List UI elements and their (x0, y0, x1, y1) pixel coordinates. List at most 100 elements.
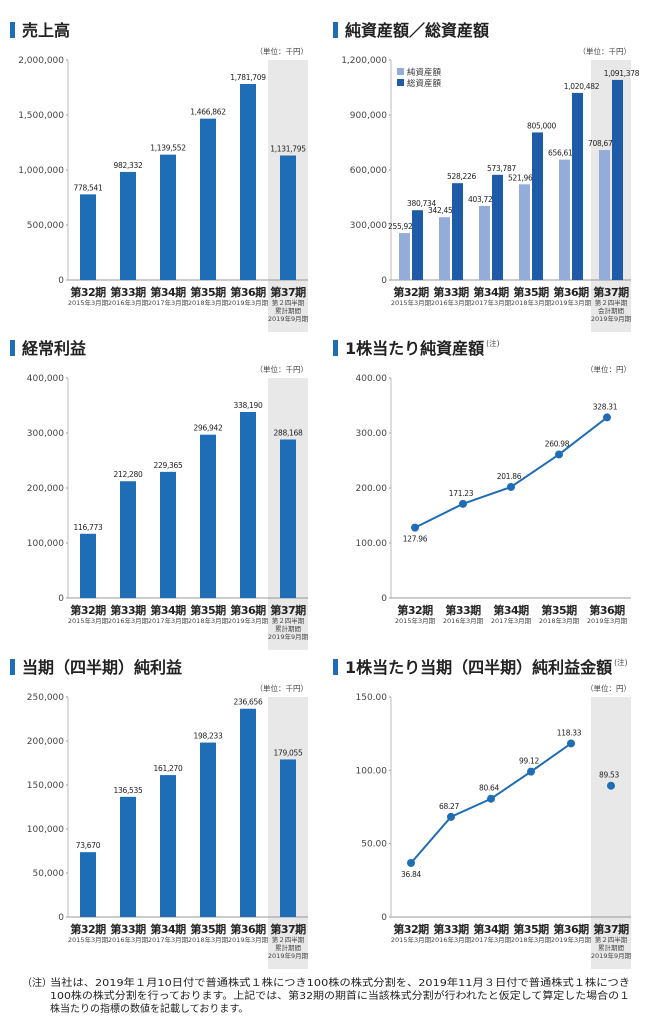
value-label: 342,456 (428, 206, 457, 215)
y-tick-label: 150.00 (356, 693, 388, 703)
value-label: 1,131,795 (270, 145, 306, 154)
x-tick-label: 第32期 (70, 922, 106, 936)
x-tick-note: 2018年3月期 (539, 616, 580, 625)
footnote-line: 100株の株式分割を行っております。上記では、第32期の期首に当該株式分割が行わ… (50, 989, 630, 1002)
value-label: 73,670 (76, 841, 101, 850)
x-tick-note: 第２四半期 (595, 935, 628, 944)
line (410, 742, 572, 864)
x-tick-label: 第37期 (270, 285, 306, 299)
value-label: 296,942 (194, 424, 223, 433)
point (607, 781, 615, 790)
x-tick-note: 2019年9月期 (591, 951, 632, 960)
value-label: 656,617 (548, 149, 577, 158)
chart-title: 1株当たり当期（四半期）純利益金額 (345, 658, 612, 677)
point (603, 413, 611, 422)
bar (120, 481, 136, 598)
x-tick-note: 2019年9月期 (268, 951, 309, 960)
x-tick-note: 2019年3月期 (228, 298, 269, 307)
x-tick-note: 2017年3月期 (148, 298, 189, 307)
x-tick-note: 2015年3月期 (68, 298, 109, 307)
title-note: (注) (486, 338, 499, 348)
x-tick-note: 2019年3月期 (551, 298, 592, 307)
shaded-band (591, 60, 631, 332)
value-label: 1,020,482 (564, 82, 600, 91)
x-tick-label: 第34期 (493, 603, 529, 617)
x-tick-note: 2016年3月期 (108, 298, 149, 307)
value-label: 89.53 (599, 771, 619, 780)
bar (80, 194, 96, 280)
footnote-line: 株当たりの指標の数値を記載しております。 (50, 1002, 248, 1015)
x-tick-note: 2019年3月期 (228, 935, 269, 944)
x-tick-label: 第37期 (593, 922, 629, 936)
unit-label: （単位：円） (586, 364, 631, 374)
x-tick-note: 2019年3月期 (587, 616, 628, 625)
y-tick-label: 600,000 (350, 166, 387, 176)
x-tick-note: 2016年3月期 (431, 935, 472, 944)
bar (612, 79, 623, 280)
x-tick-label: 第33期 (433, 922, 469, 936)
x-tick-label: 第36期 (230, 922, 266, 936)
bar (120, 796, 136, 917)
value-label: 198,233 (194, 732, 223, 741)
x-tick-note: 第２四半期 (272, 298, 305, 307)
title-marker (10, 659, 15, 675)
x-tick-note: 第２四半期 (272, 935, 305, 944)
x-tick-note: 2019年9月期 (268, 632, 309, 641)
bar (399, 233, 410, 280)
x-tick-label: 第36期 (553, 285, 589, 299)
y-tick-label: 100.00 (356, 539, 388, 549)
x-tick-label: 第33期 (110, 922, 146, 936)
value-label: 118.33 (557, 728, 582, 737)
x-tick-note: 2016年3月期 (108, 616, 149, 625)
y-tick-label: 0 (58, 594, 64, 604)
legend-label: 純資産額 (407, 67, 442, 78)
x-tick-label: 第33期 (110, 285, 146, 299)
unit-label: （単位：千円） (256, 364, 309, 374)
bar (599, 150, 610, 280)
x-tick-label: 第36期 (230, 285, 266, 299)
bar (240, 84, 256, 280)
x-tick-note: 2018年3月期 (188, 616, 229, 625)
x-tick-label: 第35期 (513, 922, 549, 936)
chart-title: 1株当たり純資産額 (345, 339, 484, 358)
y-tick-label: 0 (381, 913, 387, 923)
x-tick-note: 2016年3月期 (108, 935, 149, 944)
bar (200, 118, 216, 281)
y-tick-label: 100,000 (27, 825, 64, 835)
value-label: 380,734 (407, 199, 436, 208)
footnote-label: （注） (22, 976, 52, 989)
y-tick-label: 0 (381, 594, 387, 604)
bar (519, 184, 530, 280)
chart-title: 経常利益 (22, 339, 86, 358)
y-tick-label: 400,000 (27, 374, 64, 384)
x-tick-label: 第35期 (190, 603, 226, 617)
point (487, 794, 495, 803)
bar (80, 852, 96, 917)
unit-label: （単位：千円） (256, 683, 309, 693)
value-label: 778,541 (74, 183, 103, 192)
bar (280, 439, 296, 598)
value-label: 229,365 (154, 461, 183, 470)
x-tick-note: 2015年3月期 (391, 298, 432, 307)
y-tick-label: 400.00 (356, 374, 388, 384)
y-tick-label: 0 (58, 913, 64, 923)
point (527, 767, 535, 776)
point (555, 450, 563, 459)
x-tick-label: 第32期 (397, 603, 433, 617)
bar (532, 132, 543, 280)
bar (80, 533, 96, 598)
y-tick-label: 2,000,000 (18, 56, 64, 66)
value-label: 982,332 (114, 161, 143, 170)
value-label: 136,535 (114, 786, 143, 795)
unit-label: （単位：円） (586, 683, 631, 693)
title-marker (333, 659, 338, 675)
x-tick-note: 2016年3月期 (443, 616, 484, 625)
x-tick-note: 累計期間 (275, 624, 301, 633)
x-tick-note: 2018年3月期 (511, 935, 552, 944)
x-tick-label: 第34期 (150, 922, 186, 936)
legend-swatch (397, 79, 404, 86)
x-tick-label: 第37期 (593, 285, 629, 299)
y-tick-label: 50.00 (361, 840, 387, 850)
x-tick-label: 第36期 (553, 922, 589, 936)
x-tick-label: 第35期 (541, 603, 577, 617)
